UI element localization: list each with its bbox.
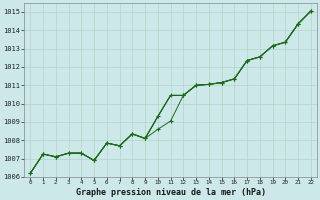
X-axis label: Graphe pression niveau de la mer (hPa): Graphe pression niveau de la mer (hPa) <box>76 188 266 197</box>
